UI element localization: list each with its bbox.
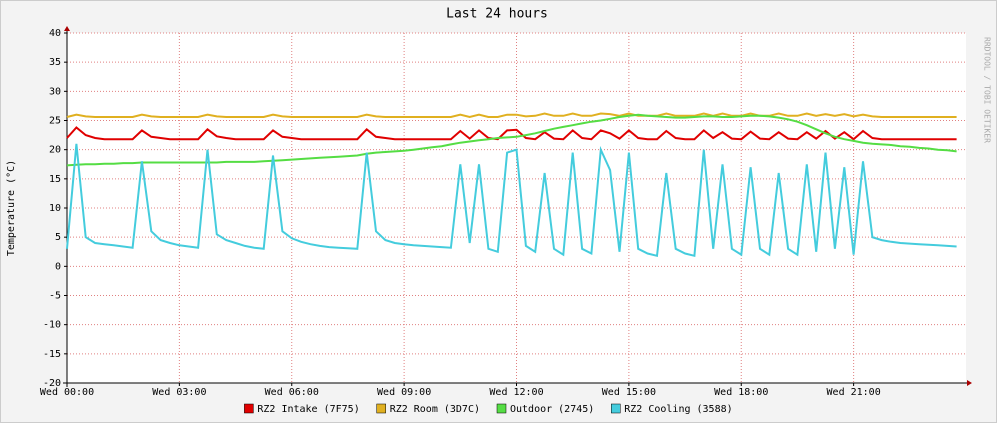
legend-swatch (376, 403, 386, 414)
series-line (66, 113, 957, 167)
chart-title: Last 24 hours (446, 7, 548, 22)
y-tick-label: 0 (55, 261, 61, 272)
y-tick-label: -5 (49, 291, 61, 302)
y-axis-label: Temperature (°C) (6, 160, 17, 256)
y-tick-label: 25 (49, 116, 61, 127)
y-tick-label: 30 (49, 86, 61, 97)
y-tick-label: -20 (43, 378, 61, 389)
legend-label: Outdoor (2745) (510, 404, 594, 415)
x-tick-label: Wed 06:00 (265, 387, 319, 398)
x-tick-label: Wed 03:00 (152, 387, 206, 398)
watermark: RRDTOOL / TOBI OETIKER (983, 37, 992, 143)
x-tick-label: Wed 21:00 (827, 387, 881, 398)
legend-label: RZ2 Intake (7F75) (257, 404, 359, 415)
y-tick-label: 15 (49, 174, 61, 185)
x-tick-label: Wed 09:00 (377, 387, 431, 398)
y-axis-arrow (64, 26, 70, 31)
legend-label: RZ2 Room (3D7C) (390, 404, 480, 415)
legend-swatch (244, 403, 254, 414)
series-line (66, 112, 957, 119)
legend-swatch (611, 403, 621, 414)
x-axis-arrow (967, 380, 972, 386)
y-tick-label: 20 (49, 145, 61, 156)
y-tick-label: -10 (43, 320, 61, 331)
y-tick-label: 40 (49, 28, 61, 39)
legend-label: RZ2 Cooling (3588) (624, 404, 732, 415)
x-tick-label: Wed 00:00 (40, 387, 94, 398)
series-line (66, 143, 957, 258)
y-tick-label: 5 (55, 232, 61, 243)
y-tick-label: 10 (49, 203, 61, 214)
series-line (66, 126, 957, 141)
x-tick-label: Wed 12:00 (489, 387, 543, 398)
y-tick-label: -15 (43, 349, 61, 360)
x-tick-label: Wed 18:00 (714, 387, 768, 398)
y-tick-label: 35 (49, 57, 61, 68)
x-tick-label: Wed 15:00 (602, 387, 656, 398)
legend-swatch (496, 403, 507, 414)
